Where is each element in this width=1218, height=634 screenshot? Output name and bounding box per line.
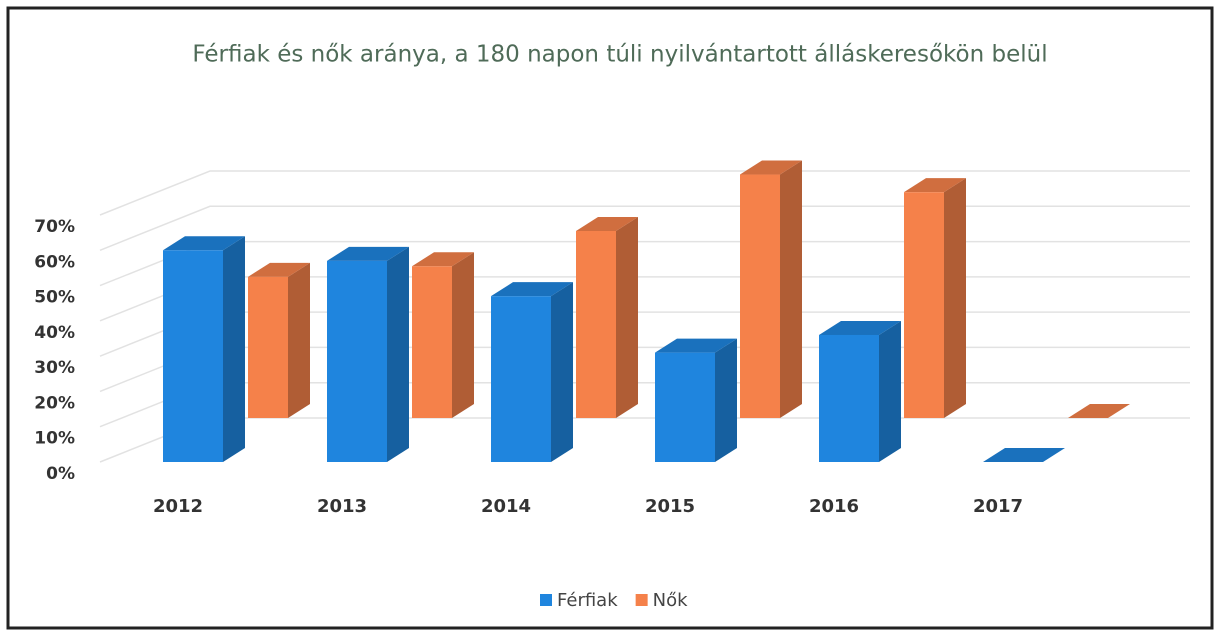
bar-side: [944, 178, 966, 418]
bar-side: [780, 160, 802, 418]
bar-top: [327, 246, 409, 261]
x-tick-label: 2013: [317, 496, 367, 517]
bar-top: [655, 338, 737, 353]
x-tick-label: 2017: [973, 496, 1023, 517]
bar-top: [983, 448, 1065, 462]
y-tick-label: 20%: [34, 393, 75, 413]
bar-top: [163, 236, 245, 251]
bar: [576, 230, 616, 418]
x-tick-label: 2015: [645, 496, 695, 517]
bar-top: [740, 160, 802, 175]
bar-top: [412, 252, 474, 267]
bar: [327, 260, 387, 462]
bar-side: [223, 236, 245, 462]
y-tick-label: 70%: [34, 217, 75, 237]
bar: [163, 250, 223, 462]
grid-line: [99, 170, 1190, 216]
bar-top: [904, 178, 966, 193]
chart-title: Férfiak és nők aránya, a 180 napon túli …: [192, 42, 1047, 68]
bar: [655, 352, 715, 462]
bar-top: [1068, 404, 1130, 418]
y-tick-label: 60%: [34, 252, 75, 272]
bar-top: [248, 262, 310, 277]
bar-side: [879, 320, 901, 462]
bar-top: [819, 320, 901, 335]
legend-swatch: [540, 594, 552, 606]
bar-side: [452, 252, 474, 418]
bar: [248, 276, 288, 418]
bar: [740, 174, 780, 418]
bar: [904, 192, 944, 418]
bar-side: [387, 246, 409, 462]
y-tick-label: 0%: [46, 464, 75, 484]
bar-side: [715, 338, 737, 462]
bar: [491, 296, 551, 462]
x-tick-label: 2014: [481, 496, 531, 517]
bar: [819, 334, 879, 462]
bar-top: [491, 282, 573, 297]
bar-side: [288, 262, 310, 418]
legend-label: Férfiak: [557, 590, 618, 611]
bar: [412, 266, 452, 418]
y-tick-label: 10%: [34, 429, 75, 449]
legend-swatch: [635, 594, 648, 606]
y-tick-label: 50%: [34, 288, 75, 308]
bar-side: [616, 216, 638, 418]
y-tick-label: 40%: [34, 323, 75, 343]
bar-top: [576, 216, 638, 231]
x-tick-label: 2012: [153, 496, 203, 517]
y-tick-label: 30%: [34, 358, 75, 378]
legend-label: Nők: [653, 590, 688, 611]
x-tick-label: 2016: [809, 496, 859, 517]
bar-side: [551, 282, 573, 462]
grid-line: [99, 205, 1190, 251]
